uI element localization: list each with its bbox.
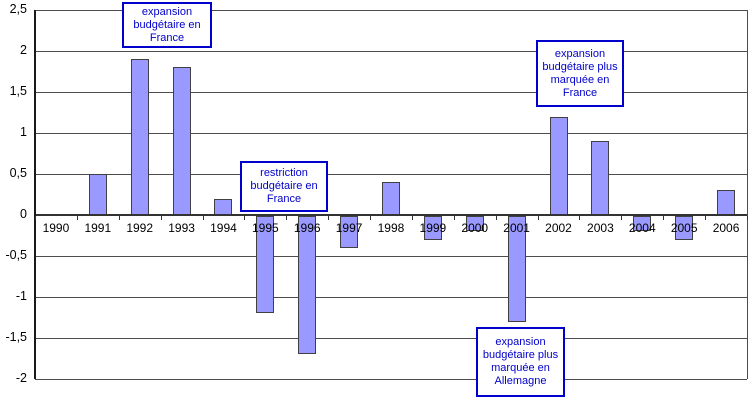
x-axis-tick	[537, 216, 539, 220]
gridline	[35, 379, 747, 380]
x-axis-tick	[35, 216, 36, 220]
bar-1997	[340, 216, 359, 248]
x-axis-tick	[495, 216, 497, 220]
x-label-2006: 2006	[712, 221, 740, 235]
gridline	[35, 51, 747, 52]
x-axis-tick	[286, 216, 288, 220]
x-axis-tick	[411, 216, 413, 220]
y-axis-line	[34, 10, 36, 379]
x-label-1996: 1996	[293, 221, 321, 235]
gridline	[35, 133, 747, 134]
x-label-1995: 1995	[251, 221, 279, 235]
x-label-1994: 1994	[210, 221, 237, 235]
x-label-1998: 1998	[377, 221, 405, 235]
gridline	[35, 92, 747, 93]
x-axis-tick	[202, 216, 204, 220]
bar-1998	[382, 182, 400, 215]
bar-2001	[507, 216, 526, 322]
x-label-1991: 1991	[84, 221, 112, 235]
y-tick-label: 1,5	[9, 84, 27, 98]
x-axis-tick	[370, 216, 372, 220]
x-axis-tick	[244, 216, 246, 220]
y-tick-label: 2,5	[9, 2, 27, 16]
plot-right-border	[747, 10, 748, 379]
y-tick-label: -1	[15, 289, 27, 303]
x-axis-tick	[705, 216, 707, 220]
annotation-box-4: expansion budgétaire plus marquée en All…	[476, 327, 565, 397]
x-label-1997: 1997	[335, 221, 363, 235]
y-tick-label: -0,5	[5, 248, 27, 262]
x-axis-tick	[579, 216, 581, 220]
x-axis-tick	[663, 216, 665, 220]
gridline	[35, 174, 747, 175]
y-tick-label: 1	[20, 125, 27, 139]
y-tick-label: 2	[20, 43, 27, 57]
x-axis-tick	[747, 216, 748, 220]
x-label-1993: 1993	[168, 221, 195, 235]
bar-1999	[423, 216, 442, 240]
x-axis-tick	[118, 216, 120, 220]
bar-2004	[633, 216, 652, 232]
bar-2000	[465, 216, 484, 232]
bar-1995	[256, 216, 275, 314]
gridline	[35, 297, 747, 298]
x-axis-zero-line	[35, 214, 747, 216]
bar-2003	[591, 141, 610, 215]
bar-2006	[717, 190, 736, 215]
x-axis-tick	[76, 216, 78, 220]
x-label-2005: 2005	[670, 221, 698, 235]
x-axis-tick	[328, 216, 330, 220]
bar-1992	[130, 59, 149, 215]
gridline	[35, 256, 747, 257]
x-axis-tick	[160, 216, 162, 220]
x-label-2000: 2000	[461, 221, 489, 235]
annotation-box-1: expansion budgétaire en France	[122, 2, 212, 48]
bar-1996	[298, 216, 317, 355]
x-axis-tick	[453, 216, 455, 220]
x-label-2002: 2002	[545, 221, 572, 235]
x-label-2001: 2001	[503, 221, 530, 235]
bar-1993	[172, 67, 191, 215]
x-label-1990: 1990	[42, 221, 70, 235]
gridline	[35, 338, 747, 339]
x-label-2003: 2003	[587, 221, 614, 235]
bar-1991	[88, 174, 107, 215]
x-label-2004: 2004	[628, 221, 656, 235]
gridline	[35, 10, 747, 11]
x-label-1992: 1992	[126, 221, 154, 235]
y-tick-label: 0,5	[9, 166, 27, 180]
bar-2005	[675, 216, 694, 240]
y-tick-label: -2	[15, 371, 27, 385]
bar-1994	[214, 198, 233, 215]
bar-2002	[549, 116, 568, 215]
y-tick-label: 0	[20, 207, 27, 221]
x-axis-tick	[621, 216, 623, 220]
annotation-box-3: expansion budgétaire plus marquée en Fra…	[536, 40, 624, 107]
annotation-box-2: restriction budgétaire en France	[240, 161, 328, 212]
y-tick-label: -1,5	[5, 330, 27, 344]
x-label-1999: 1999	[419, 221, 447, 235]
